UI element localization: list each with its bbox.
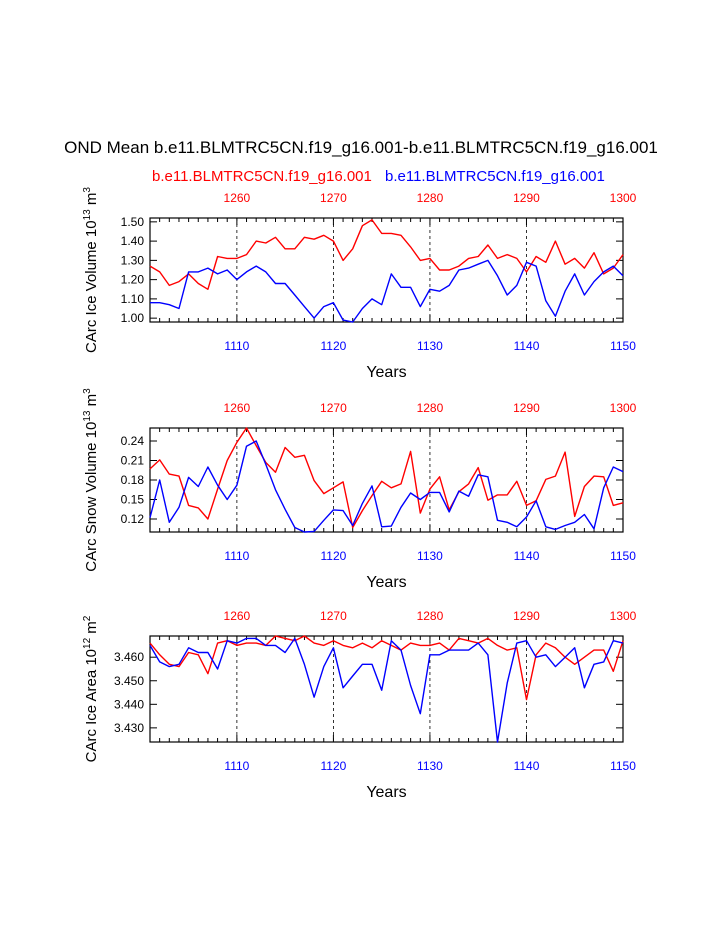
x-tick-label-top: 1280 [417,191,444,205]
x-tick-label-bottom: 1120 [321,339,347,353]
y-axis-label: CArc Ice Area 1012 m2 [82,615,100,762]
y-axis-label: CArc Ice Volume 1013 m3 [82,187,100,353]
x-tick-label-top: 1280 [417,401,444,415]
x-tick-label-top: 1300 [610,609,637,623]
y-axis-label-text: CArc Snow Volume 10 [83,422,100,572]
x-tick-label-bottom: 1110 [224,339,249,353]
figure-title: OND Mean b.e11.BLMTRC5CN.f19_g16.001-b.e… [64,138,658,157]
x-tick-label-top: 1270 [320,191,347,205]
x-tick-label-bottom: 1140 [514,549,540,563]
legend-blue-case: b.e11.BLMTRC5CN.f19_g16.001 [385,168,605,185]
series-line-blue [149,637,624,743]
panel-1: 1110 1120 1130 1140 1150 1260 1270 1280 1290 1300… [82,187,637,381]
y-tick-label: 3.450 [114,674,144,688]
y-tick-label: 1.00 [121,311,145,325]
plot-frame [149,217,624,323]
y-tick-label: 1.50 [121,215,145,229]
y-axis-label-exponent: 13 [82,209,93,221]
x-tick-label-top: 1260 [224,191,251,205]
x-tick-label-top: 1270 [320,609,347,623]
x-tick-label-bottom: 1120 [321,759,347,773]
x-tick-label-bottom: 1130 [417,549,443,563]
y-tick-label: 1.40 [121,234,145,248]
y-tick-label: 0.21 [121,454,145,468]
y-axis-label-exponent: 13 [82,410,93,422]
legend-red-case: b.e11.BLMTRC5CN.f19_g16.001 [152,168,372,185]
x-tick-label-bottom: 1140 [514,339,540,353]
y-axis-label-exponent: 12 [82,637,93,649]
series-line-red [149,219,624,290]
y-tick-label: 3.440 [114,697,144,711]
y-tick-label: 3.460 [114,650,144,664]
x-tick-label-top: 1290 [513,401,540,415]
x-tick-label-bottom: 1140 [514,759,540,773]
series-line-blue [150,259,624,323]
y-tick-label: 1.10 [121,292,145,306]
y-axis-label-text: CArc Ice Volume 10 [83,220,100,353]
panel-3: 1110 1120 1130 1140 1150 1260 1270 1280 1290 1300… [82,609,637,801]
y-tick-label: 0.15 [121,493,145,507]
x-tick-label-bottom: 1130 [417,339,443,353]
y-tick-label: 0.18 [121,473,145,487]
x-tick-label-bottom: 1130 [417,759,443,773]
y-axis-label-unit: m [83,193,100,210]
x-tick-label-top: 1260 [224,401,251,415]
x-tick-label-top: 1280 [417,609,444,623]
x-tick-label-top: 1260 [224,609,251,623]
y-axis-label-unit-exponent: 3 [82,187,93,193]
panels: 1110 1120 1130 1140 1150 1260 1270 1280 1290 1300… [82,187,637,801]
x-axis-label: Years [366,364,406,381]
x-tick-label-bottom: 1150 [610,339,636,353]
y-axis-label-text: CArc Ice Area 10 [83,649,100,762]
y-tick-label: 0.24 [121,434,145,448]
y-axis-label-unit: m [83,621,100,638]
y-axis-label: CArc Snow Volume 1013 m3 [82,388,100,572]
x-tick-label-bottom: 1110 [224,759,249,773]
x-tick-label-bottom: 1120 [321,549,347,563]
x-tick-label-top: 1290 [513,609,540,623]
plot-frame [149,635,624,743]
x-tick-label-bottom: 1150 [610,759,636,773]
x-tick-label-top: 1290 [513,191,540,205]
series-line-blue [149,440,624,533]
y-tick-label: 0.12 [121,512,145,526]
x-tick-label-top: 1270 [320,401,347,415]
x-axis-label: Years [366,574,406,591]
y-tick-label: 3.430 [114,721,144,735]
y-axis-label-unit-exponent: 2 [82,615,93,621]
y-tick-label: 1.30 [121,253,145,267]
panel-2: 1110 1120 1130 1140 1150 1260 1270 1280 1290 1300… [82,388,637,591]
x-tick-label-top: 1300 [610,401,637,415]
y-axis-label-unit: m [83,394,100,411]
x-axis-label: Years [366,784,406,801]
y-axis-label-unit-exponent: 3 [82,388,93,394]
series-line-red [149,427,624,529]
x-tick-label-bottom: 1150 [610,549,636,563]
y-tick-label: 1.20 [121,273,145,287]
x-tick-label-top: 1300 [610,191,637,205]
x-tick-label-bottom: 1110 [224,549,249,563]
